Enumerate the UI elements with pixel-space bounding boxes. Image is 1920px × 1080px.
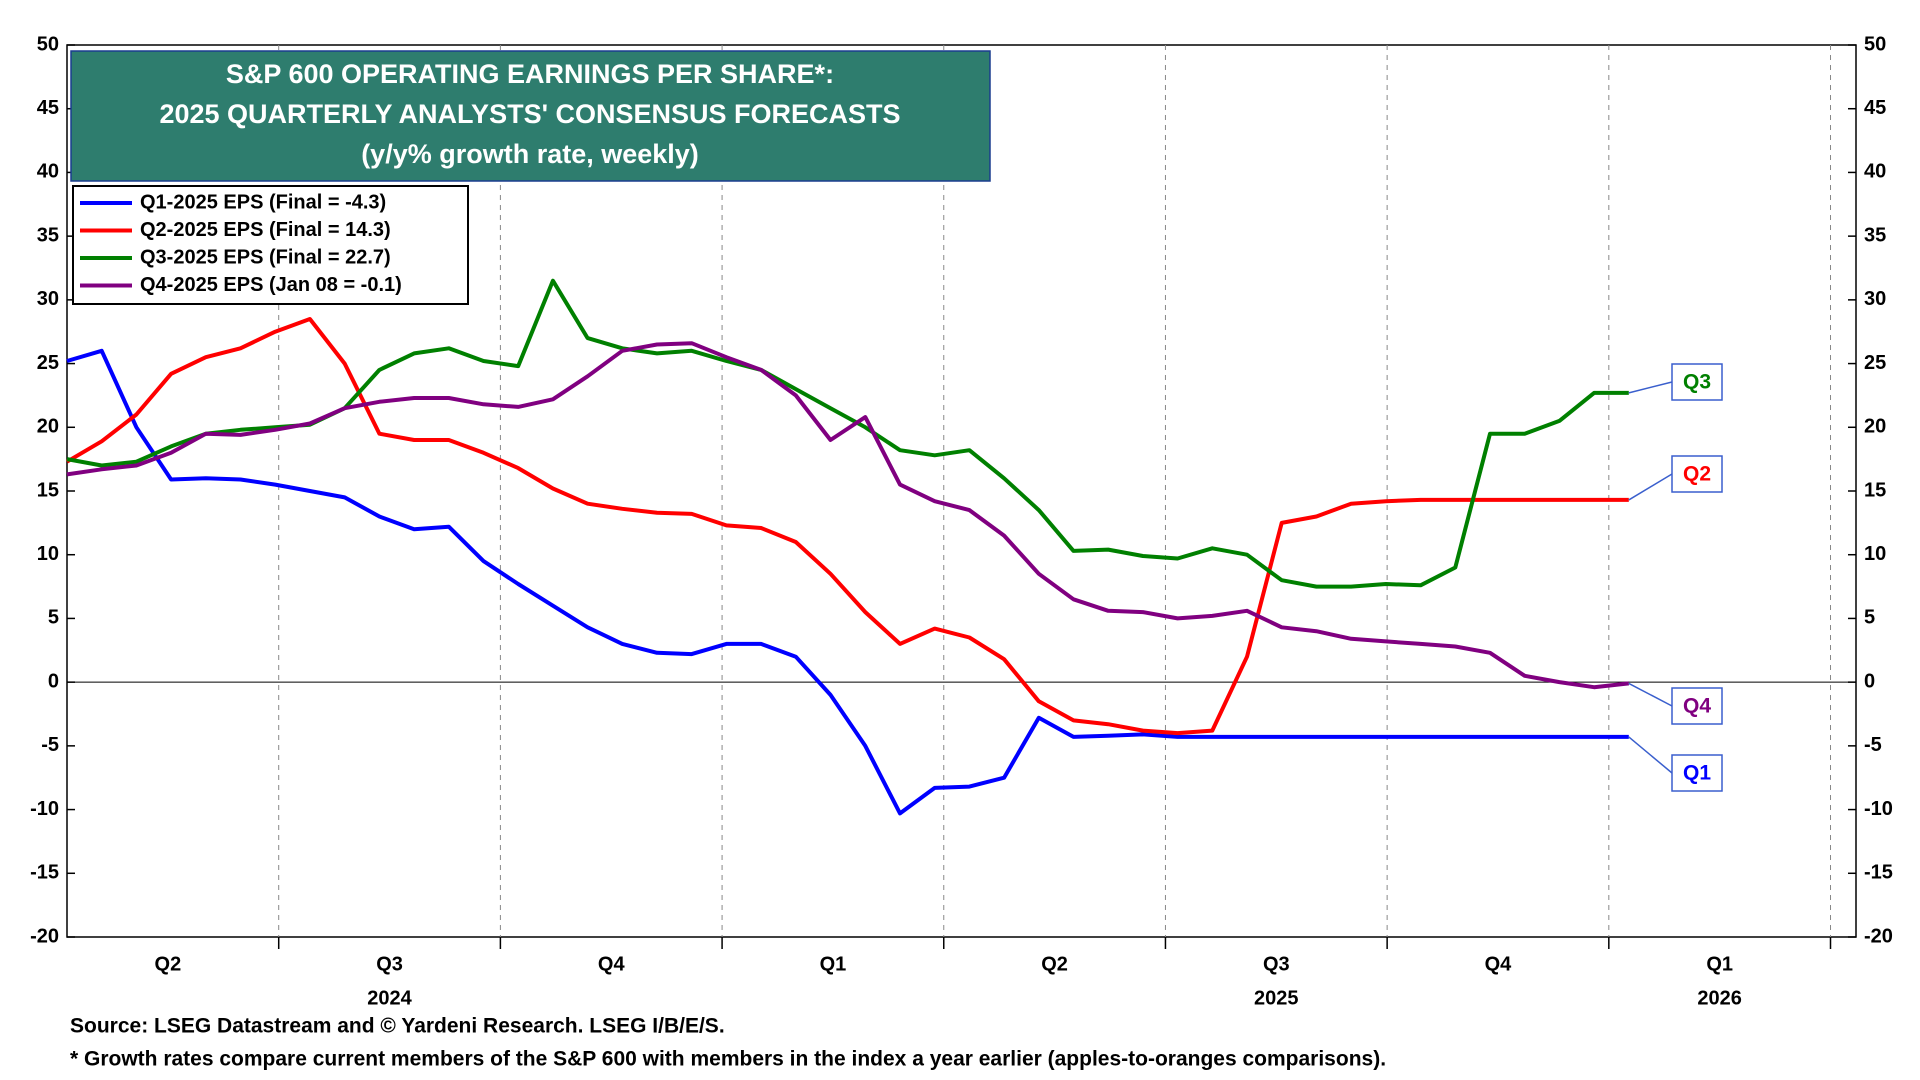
x-quarter-label: Q2 (155, 953, 182, 975)
y-tick-label: 30 (37, 288, 59, 310)
y2-tick-label: -10 (1864, 798, 1893, 820)
chart-subtitle: (y/y% growth rate, weekly) (361, 139, 699, 169)
y-tick-label: 10 (37, 543, 59, 565)
x-quarter-label: Q3 (376, 953, 403, 975)
series-line (66, 341, 1630, 690)
y2-tick-label: 50 (1864, 33, 1886, 55)
y2-tick-label: 30 (1864, 288, 1886, 310)
y2-tick-label: 10 (1864, 543, 1886, 565)
y2-tick-label: 45 (1864, 97, 1886, 119)
y2-tick-label: -15 (1864, 862, 1893, 884)
y-tick-label: 35 (37, 224, 59, 246)
legend-entry: Q1-2025 EPS (Final = -4.3) (140, 191, 386, 213)
y2-tick-label: 25 (1864, 352, 1886, 374)
y2-tick-label: 35 (1864, 224, 1886, 246)
chart-title: S&P 600 OPERATING EARNINGS PER SHARE*: (226, 59, 834, 89)
y2-tick-label: 0 (1864, 670, 1875, 692)
x-quarter-label: Q3 (1263, 953, 1290, 975)
x-quarter-label: Q4 (1485, 953, 1513, 975)
y-tick-label: -20 (30, 925, 59, 947)
end-label: Q4 (1683, 695, 1711, 718)
end-label-connector (1628, 736, 1673, 774)
y-tick-label: 15 (37, 479, 59, 501)
x-quarter-label: Q4 (598, 953, 626, 975)
end-label: Q1 (1683, 762, 1711, 785)
legend-box (72, 185, 469, 305)
y-tick-label: 5 (48, 607, 59, 629)
y-tick-label: 45 (37, 97, 59, 119)
y-tick-label: 50 (37, 33, 59, 55)
source: Source: LSEG Datastream and © Yardeni Re… (70, 1015, 725, 1038)
y2-tick-label: 15 (1864, 479, 1886, 501)
end-label-box (1671, 687, 1723, 725)
legend-entry: Q2-2025 EPS (Final = 14.3) (140, 219, 391, 241)
end-label-connector (1628, 473, 1673, 501)
y2-tick-label: 5 (1864, 607, 1875, 629)
x-quarter-label: Q2 (1041, 953, 1068, 975)
end-label-connector (1628, 381, 1673, 394)
y-tick-label: -10 (30, 798, 59, 820)
y-tick-label: 20 (37, 416, 59, 438)
x-quarter-label: Q1 (1706, 953, 1733, 975)
end-label-box (1671, 455, 1723, 493)
x-year-label: 2026 (1697, 987, 1742, 1009)
end-label: Q3 (1683, 371, 1711, 394)
y-tick-label: 0 (48, 670, 59, 692)
y2-tick-label: -20 (1864, 925, 1893, 947)
chart-title: 2025 QUARTERLY ANALYSTS' CONSENSUS FOREC… (159, 99, 900, 129)
x-year-label: 2024 (367, 987, 412, 1009)
end-label-box (1671, 754, 1723, 792)
end-label: Q2 (1683, 463, 1711, 486)
y2-tick-label: -5 (1864, 734, 1882, 756)
legend-entry: Q3-2025 EPS (Final = 22.7) (140, 246, 391, 268)
lines (65, 278, 1630, 816)
x-year-label: 2025 (1254, 987, 1299, 1009)
y2-tick-label: 40 (1864, 161, 1886, 183)
y-tick-label: 25 (37, 352, 59, 374)
legend-entry: Q4-2025 EPS (Jan 08 = -0.1) (140, 274, 402, 296)
y2-tick-label: 20 (1864, 416, 1886, 438)
title-box (70, 50, 991, 182)
y-tick-label: -5 (41, 734, 59, 756)
series-line (66, 348, 1629, 816)
x-quarter-label: Q1 (820, 953, 847, 975)
y-tick-label: -15 (30, 862, 59, 884)
end-label-connector (1628, 682, 1673, 707)
series-line (65, 317, 1629, 736)
end-label-box (1671, 363, 1723, 401)
y-tick-label: 40 (37, 161, 59, 183)
footnote: * Growth rates compare current members o… (70, 1048, 1386, 1071)
